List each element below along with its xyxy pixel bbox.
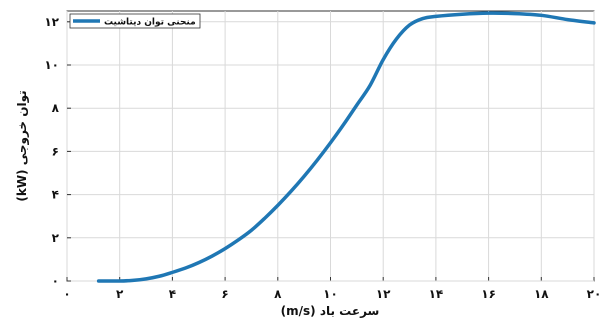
x-tick-label: ۰ [63, 287, 70, 301]
y-tick-label: ۱۰ [44, 58, 59, 72]
x-tick-label: ۱۰ [323, 287, 338, 301]
x-tick-label: ۸ [274, 287, 282, 301]
x-tick-label: ۲۰ [587, 287, 601, 301]
y-tick-label: ۸ [52, 101, 60, 115]
x-tick-label: ۱۴ [429, 287, 444, 301]
y-axis-label: توان خروجی (kW) [15, 90, 30, 201]
x-tick-label: ۱۶ [481, 287, 496, 301]
legend-box [69, 13, 201, 29]
y-tick-label: ۲ [52, 231, 60, 245]
x-tick-label: ۴ [169, 287, 176, 301]
x-tick-label: ۶ [221, 287, 228, 301]
x-tick-label: ۱۲ [376, 287, 391, 301]
legend-label: منحنی توان دیتاشیت [104, 18, 196, 28]
grid [66, 11, 595, 282]
x-tick-labels: ۰ ۲ ۴ ۶ ۸ ۱۰ ۱۲ ۱۴ ۱۶ ۱۸ ۲۰ [63, 287, 601, 301]
y-tick-label: ۴ [52, 188, 59, 202]
y-tick-labels: ۰ ۲ ۴ ۶ ۸ ۱۰ ۱۲ [44, 15, 59, 288]
x-axis-label: سرعت باد (m/s) [281, 304, 380, 318]
series-line [96, 11, 596, 283]
y-tick-label: ۰ [52, 274, 59, 288]
y-tick-label: ۱۲ [44, 15, 59, 29]
legend: منحنی توان دیتاشیت [69, 13, 201, 29]
y-tick-label: ۶ [52, 144, 59, 158]
x-tick-label: ۱۸ [534, 287, 549, 301]
x-tick-label: ۲ [116, 287, 124, 301]
